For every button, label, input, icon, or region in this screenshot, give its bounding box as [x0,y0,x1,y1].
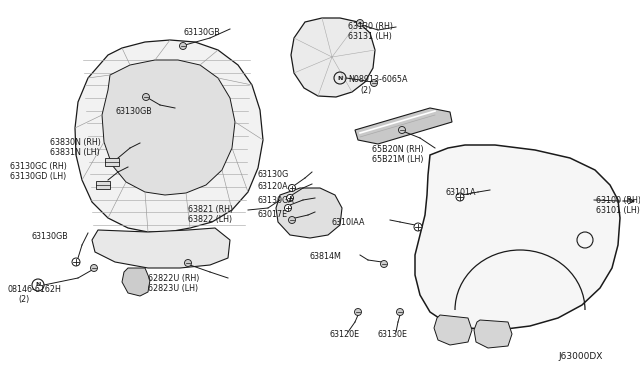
Text: 63130GA: 63130GA [258,196,295,205]
Text: 63830N (RH): 63830N (RH) [50,138,101,147]
Text: 63814M: 63814M [310,252,342,261]
Text: 62822U (RH): 62822U (RH) [148,274,200,283]
Polygon shape [75,40,263,232]
Text: N: N [337,76,342,80]
Text: N08913-6065A: N08913-6065A [348,75,408,84]
Circle shape [371,80,378,87]
Circle shape [414,223,422,231]
Text: N: N [35,282,41,288]
Text: 63821 (RH): 63821 (RH) [188,205,233,214]
Text: 63101A: 63101A [445,188,476,197]
Bar [96,181,110,189]
Circle shape [184,260,191,266]
Text: 63130 (RH): 63130 (RH) [348,22,393,31]
Polygon shape [122,268,150,296]
Text: 63130E: 63130E [378,330,408,339]
Circle shape [356,19,364,26]
Circle shape [72,258,80,266]
Text: 63130GB: 63130GB [32,232,68,241]
Text: 63120A: 63120A [258,182,289,191]
Circle shape [289,185,296,192]
Text: 65B20N (RH): 65B20N (RH) [372,145,424,154]
Polygon shape [291,18,375,97]
Circle shape [397,308,403,315]
Text: 63130GB: 63130GB [115,107,152,116]
Circle shape [456,193,464,201]
Text: J63000DX: J63000DX [558,352,602,361]
Text: 63822 (LH): 63822 (LH) [188,215,232,224]
Text: 63831N (LH): 63831N (LH) [50,148,100,157]
Circle shape [179,42,186,49]
Text: 63130GC (RH): 63130GC (RH) [10,162,67,171]
Circle shape [355,308,362,315]
Bar [105,158,119,166]
Text: 6310IAA: 6310IAA [332,218,365,227]
Text: 63120E: 63120E [330,330,360,339]
Text: 63101 (LH): 63101 (LH) [596,206,640,215]
Polygon shape [92,228,230,268]
Text: 63130G: 63130G [258,170,289,179]
Text: 62823U (LH): 62823U (LH) [148,284,198,293]
Circle shape [143,93,150,100]
Polygon shape [415,145,620,330]
Polygon shape [355,108,452,144]
Text: 63131 (LH): 63131 (LH) [348,32,392,41]
Polygon shape [102,60,235,195]
Text: 63130GD (LH): 63130GD (LH) [10,172,67,181]
Text: 63100 (RH): 63100 (RH) [596,196,640,205]
Polygon shape [276,188,342,238]
Text: 08146-6162H: 08146-6162H [8,285,62,294]
Polygon shape [474,320,512,348]
Circle shape [399,126,406,134]
Text: (2): (2) [18,295,29,304]
Circle shape [289,217,296,224]
Circle shape [285,205,291,212]
Circle shape [381,260,387,267]
Text: 63130GB: 63130GB [183,28,220,37]
Text: (2): (2) [360,86,371,95]
Text: 65B21M (LH): 65B21M (LH) [372,155,424,164]
Text: 63017E: 63017E [258,210,288,219]
Circle shape [90,264,97,272]
Polygon shape [434,315,472,345]
Circle shape [287,195,294,202]
